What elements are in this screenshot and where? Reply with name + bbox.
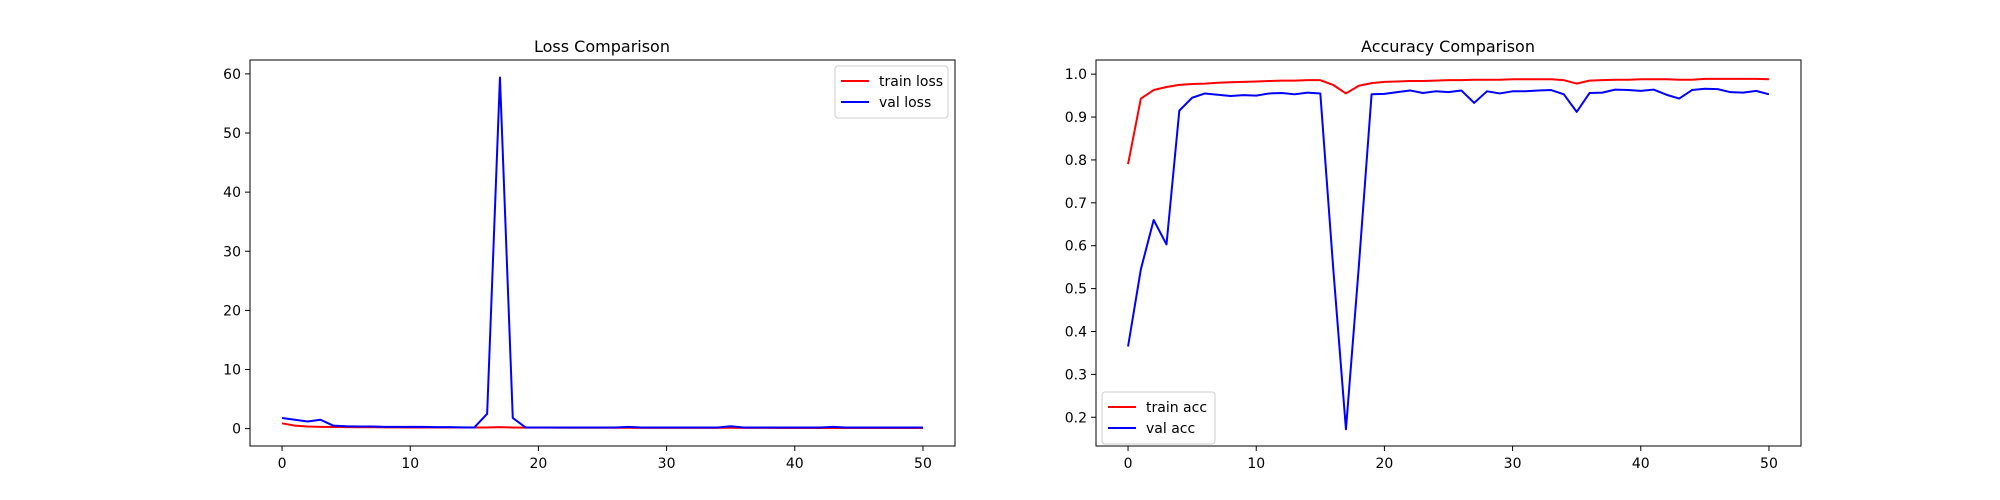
legend-label-train-loss: train loss	[879, 74, 943, 90]
y-tick-label: 60	[223, 67, 241, 83]
x-tick-label: 20	[529, 456, 547, 472]
x-tick-label: 40	[786, 456, 804, 472]
y-tick-label: 0.5	[1065, 282, 1087, 298]
x-tick-label: 30	[1504, 456, 1522, 472]
loss-chart-title: Loss Comparison	[534, 37, 670, 56]
x-tick-label: 40	[1632, 456, 1650, 472]
accuracy-chart-marks: 0 10 20 30 40 50 0.2 0.3 0.4 0.5 0.6 0.7 0.8 0.9 1.0	[1065, 67, 1778, 472]
accuracy-chart-title: Accuracy Comparison	[1361, 37, 1535, 56]
x-tick-label: 0	[1124, 456, 1133, 472]
accuracy-chart-frame	[1095, 59, 1802, 447]
series-line-val-loss	[281, 76, 923, 429]
legend-box	[1101, 391, 1216, 445]
y-tick-label: 40	[223, 185, 241, 201]
x-tick-label: 20	[1375, 456, 1393, 472]
y-tick-label: 10	[223, 362, 241, 378]
y-tick-label: 0.8	[1065, 153, 1087, 169]
x-tick-label: 10	[401, 456, 419, 472]
x-tick-label: 0	[278, 456, 287, 472]
legend-label-val-loss: val loss	[879, 95, 931, 111]
loss-chart-frame	[249, 59, 956, 447]
x-tick-label: 10	[1247, 456, 1265, 472]
x-tick-label: 50	[1760, 456, 1778, 472]
y-tick-label: 0	[232, 422, 241, 438]
y-tick-label: 1.0	[1065, 67, 1087, 83]
y-tick-label: 20	[223, 303, 241, 319]
series-line-train-acc	[1127, 77, 1769, 165]
y-tick-label: 0.6	[1065, 239, 1087, 255]
y-tick-label: 0.9	[1065, 110, 1087, 126]
y-tick-label: 0.3	[1065, 367, 1087, 383]
y-tick-label: 0.2	[1065, 410, 1087, 426]
accuracy-chart: Accuracy Comparison 0 10 20 30 40 50 0.2 0.3 0.4…	[1065, 37, 1802, 472]
loss-chart-marks: 0 10 20 30 40 50 0 10 20 30 40 50 60	[223, 67, 932, 472]
legend-box	[834, 65, 949, 119]
x-tick-label: 50	[914, 456, 932, 472]
accuracy-chart-legend: train acc val acc	[1101, 391, 1216, 445]
y-tick-label: 50	[223, 126, 241, 142]
loss-chart: Loss Comparison 0 10 20 30 40 50 0 10 20 30 40 50 60…	[223, 37, 956, 472]
legend-label-val-acc: val acc	[1146, 421, 1195, 437]
loss-chart-legend: train loss val loss	[834, 65, 949, 119]
legend-label-train-acc: train acc	[1146, 400, 1207, 416]
y-tick-label: 0.7	[1065, 196, 1087, 212]
series-line-val-acc	[1127, 87, 1770, 431]
y-tick-label: 30	[223, 244, 241, 260]
x-tick-label: 30	[658, 456, 676, 472]
y-tick-label: 0.4	[1065, 324, 1087, 340]
